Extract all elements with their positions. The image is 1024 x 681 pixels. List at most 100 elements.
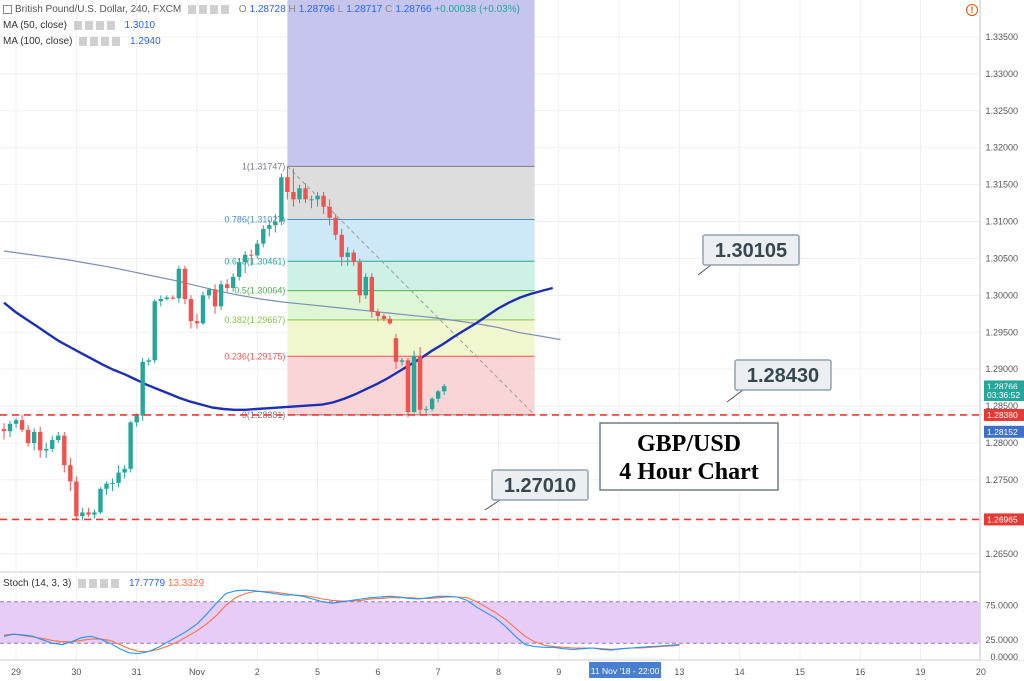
candle-body — [56, 435, 61, 441]
time-tick-label: 31 — [132, 667, 142, 677]
candle-body — [381, 316, 387, 319]
price-tick-label: 1.30000 — [985, 290, 1018, 300]
ma50-label: MA (50, close) — [3, 20, 67, 31]
symbol-name[interactable]: British Pound/U.S. Dollar, 240, FXCM — [15, 4, 182, 15]
ma50-settings-icons[interactable] — [73, 20, 118, 30]
stoch-tick-label: 0.0000 — [990, 652, 1018, 662]
candle-body — [236, 262, 242, 277]
candle-body — [62, 435, 67, 466]
callout-box — [491, 469, 589, 501]
candle-body — [7, 423, 13, 432]
candle-body — [243, 254, 248, 263]
candle-body — [110, 482, 115, 484]
candle-body — [176, 268, 182, 299]
candle-body — [423, 409, 429, 411]
candle-body — [19, 420, 25, 430]
candle-body — [224, 284, 230, 288]
stoch-d-line — [3, 590, 680, 653]
time-tick-label: 15 — [795, 667, 805, 677]
candle-body — [309, 199, 314, 201]
price-tag-label: 1.28152 — [987, 427, 1018, 437]
high-value: 1.28796 — [298, 4, 335, 15]
time-tick-label: Nov — [189, 667, 206, 677]
stoch-settings-icons[interactable] — [78, 578, 123, 588]
ma50-legend[interactable]: MA (50, close) 1.3010 — [3, 20, 155, 31]
stoch-d-value: 13.3329 — [167, 578, 205, 589]
fib-level-label: 0.5(1.30064) — [234, 286, 285, 296]
candle-body — [37, 431, 43, 451]
stoch-label: Stoch (14, 3, 3) — [3, 578, 72, 589]
ma100-label: MA (100, close) — [3, 36, 73, 47]
fib-level-label: 0.618(1.30461) — [224, 256, 285, 266]
price-tick-label: 1.31000 — [985, 217, 1018, 227]
fib-level-label: 0.236(1.29175) — [224, 351, 285, 361]
stoch-tick-label: 75.0000 — [985, 600, 1018, 610]
fib-band — [287, 261, 535, 291]
candle-body — [146, 360, 151, 362]
time-axis[interactable]: 293031Nov2567891213141516192011 Nov '18 … — [11, 662, 986, 678]
candle-body — [86, 512, 91, 515]
ma100-settings-icons[interactable] — [79, 36, 124, 46]
candlestick-series — [1, 166, 447, 521]
price-axis[interactable]: 1.265001.270001.275001.280001.285001.290… — [981, 0, 1024, 662]
time-tick-label: 2 — [255, 667, 260, 677]
stoch-band — [0, 601, 980, 644]
candle-body — [315, 195, 320, 200]
stoch-legend[interactable]: Stoch (14, 3, 3) 17.7779 13.3329 — [3, 578, 204, 589]
time-zone-highlight — [287, 0, 535, 167]
time-tick-label: 16 — [855, 667, 865, 677]
low-value: 1.28717 — [346, 4, 383, 15]
candle-body — [13, 420, 19, 424]
candle-body — [417, 355, 423, 410]
price-tick-label: 1.33000 — [985, 69, 1018, 79]
price-tag-bg — [984, 408, 1024, 421]
candle-body — [212, 289, 218, 307]
candle-body — [285, 177, 290, 192]
candle-body — [303, 188, 308, 200]
time-tick-label: 30 — [71, 667, 81, 677]
ma100-legend[interactable]: MA (100, close) 1.2940 — [3, 36, 161, 47]
support-lines[interactable] — [0, 414, 980, 521]
candle-body — [249, 254, 254, 256]
collapse-icon[interactable] — [3, 4, 12, 14]
fib-band — [287, 319, 535, 357]
candle-body — [50, 440, 55, 449]
fib-band — [287, 356, 535, 415]
time-tick-label: 8 — [496, 667, 501, 677]
settings-icons[interactable] — [187, 4, 232, 14]
fib-level-label: 0.382(1.29667) — [224, 315, 285, 325]
candle-body — [279, 177, 284, 222]
price-tag-label: 1.28380 — [987, 410, 1018, 420]
candle-body — [297, 188, 302, 200]
candle-body — [321, 195, 326, 207]
callout-pointer — [484, 499, 501, 511]
price-tick-label: 1.29500 — [985, 327, 1018, 337]
fibonacci-retracement[interactable]: 1(1.31747) 0.786(1.31027) 0.618(1.30461) 0.… — [224, 161, 535, 420]
time-zone-rect — [287, 0, 535, 167]
cursor-time-bg — [589, 662, 662, 678]
price-tick-label: 1.27500 — [985, 475, 1018, 485]
time-tick-label: 13 — [674, 667, 684, 677]
candle-body — [369, 276, 375, 312]
chart-title: GBP/USD — [637, 431, 741, 457]
fib-level-label: 0.786(1.31027) — [224, 215, 285, 225]
price-tick-label: 1.32500 — [985, 106, 1018, 116]
warning-icon[interactable]: ! — [966, 4, 978, 16]
candle-body — [351, 252, 356, 263]
candle-body — [194, 321, 200, 324]
callout-box — [702, 234, 800, 266]
candle-body — [158, 299, 163, 302]
callout-pointer — [726, 389, 744, 403]
time-tick-label: 19 — [916, 667, 926, 677]
time-tick-label: 5 — [315, 667, 320, 677]
price-tag-label: 03:36:52 — [987, 390, 1020, 400]
candle-body — [441, 386, 447, 392]
price-tick-label: 1.31500 — [985, 180, 1018, 190]
candle-body — [230, 276, 236, 288]
price-tick-label: 1.28500 — [985, 401, 1018, 411]
price-callouts[interactable]: 1.30105 1.28430 1.27010 — [484, 234, 832, 511]
candle-body — [429, 398, 435, 410]
candle-body — [345, 252, 350, 257]
